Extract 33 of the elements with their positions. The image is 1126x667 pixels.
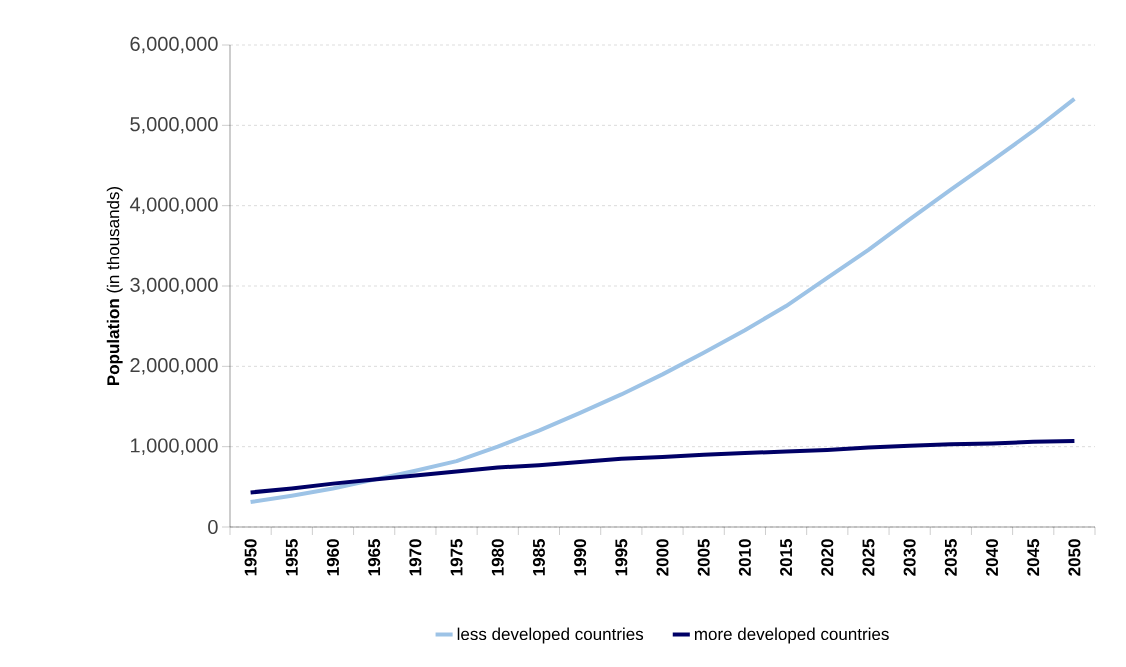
y-tick-label: 1,000,000 bbox=[131, 438, 218, 455]
x-tick-label: 2005 bbox=[697, 539, 710, 576]
y-tick-label: 6,000,000 bbox=[130, 36, 218, 54]
legend-label: more developed countries bbox=[694, 627, 889, 644]
x-tick-label: 2010 bbox=[738, 539, 751, 576]
x-tick-label: 1970 bbox=[409, 539, 422, 576]
x-tick-label: 2020 bbox=[821, 539, 834, 576]
x-tick-label: 2050 bbox=[1068, 539, 1081, 576]
y-tick-label: 2,000,000 bbox=[130, 358, 218, 375]
x-tick-label: 2030 bbox=[903, 539, 916, 576]
x-tick-label: 1975 bbox=[450, 539, 463, 576]
y-tick-label: 4,000,000 bbox=[129, 197, 218, 214]
x-tick-label: 1955 bbox=[285, 539, 298, 576]
y-tick-label: 0 bbox=[208, 519, 218, 535]
x-tick-label: 1980 bbox=[491, 539, 504, 576]
x-tick-label: 1990 bbox=[574, 539, 587, 576]
x-tick-label: 1960 bbox=[326, 539, 339, 576]
x-tick-label: 2035 bbox=[944, 539, 957, 576]
y-axis-title: Population (in thousands) bbox=[106, 186, 123, 385]
x-tick-label: 1950 bbox=[244, 539, 257, 576]
legend-label: less developed countries bbox=[457, 627, 644, 644]
x-tick-label: 2025 bbox=[862, 539, 875, 576]
x-tick-label: 1965 bbox=[368, 539, 381, 576]
x-tick-label: 2045 bbox=[1027, 539, 1040, 576]
y-tick-label: 5,000,000 bbox=[130, 117, 218, 134]
x-tick-label: 2040 bbox=[986, 539, 999, 576]
x-tick-label: 2015 bbox=[780, 539, 793, 576]
x-tick-label: 1985 bbox=[532, 539, 545, 576]
y-tick-label: 3,000,000 bbox=[130, 277, 218, 295]
x-tick-label: 1995 bbox=[615, 539, 628, 576]
line-series bbox=[248, 96, 1077, 505]
x-tick-label: 2000 bbox=[656, 539, 669, 576]
line-series bbox=[248, 439, 1077, 495]
